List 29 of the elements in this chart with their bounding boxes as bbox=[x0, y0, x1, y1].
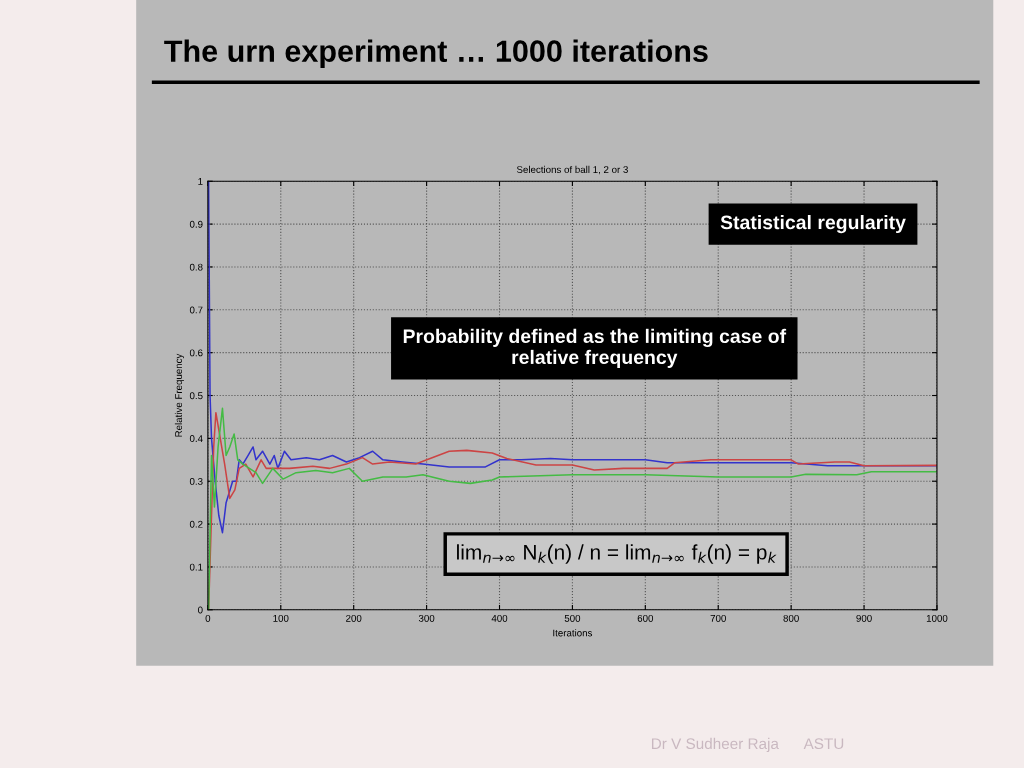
y-axis-title: Relative Frequency bbox=[174, 353, 184, 437]
y-tick-label: 0.7 bbox=[189, 306, 203, 314]
x-tick-label: 1000 bbox=[926, 614, 948, 622]
y-tick-label: 0.3 bbox=[189, 477, 203, 485]
y-tick-label: 0.1 bbox=[189, 563, 203, 571]
y-tick-label: 0.5 bbox=[189, 392, 203, 400]
x-axis-title: Iterations bbox=[553, 629, 593, 637]
x-tick-label: 0 bbox=[205, 614, 211, 622]
y-tick-label: 0.9 bbox=[189, 220, 203, 228]
x-tick-label: 200 bbox=[346, 614, 362, 622]
x-tick-label: 300 bbox=[418, 614, 435, 622]
x-tick-label: 400 bbox=[491, 614, 508, 622]
y-tick-label: 0.2 bbox=[189, 520, 203, 528]
chart-title: The urn experiment … 1000 iterations bbox=[164, 39, 708, 68]
x-tick-label: 900 bbox=[856, 614, 872, 622]
x-tick-label: 600 bbox=[637, 614, 654, 622]
y-tick-label: 0.8 bbox=[189, 263, 203, 271]
y-tick-label: 1 bbox=[198, 178, 203, 185]
x-tick-label: 800 bbox=[783, 614, 799, 622]
y-tick-label: 0.6 bbox=[189, 349, 203, 357]
annotation: Statistical regularity bbox=[720, 215, 906, 234]
annotation: Probability defined as the limiting case of relative frequency bbox=[403, 328, 787, 368]
chart-subtitle: Selections of ball 1, 2 or 3 bbox=[516, 165, 628, 175]
text: lim$_{n→∞}$ N$_{k}$(n) / n = lim$_{n→∞}$ f$_{k}$(n) = p$_{k}$ bbox=[457, 544, 777, 564]
y-tick-label: 0 bbox=[197, 606, 203, 614]
y-tick-label: 0.4 bbox=[189, 435, 203, 442]
x-tick-label: 500 bbox=[564, 614, 581, 622]
x-tick-label: 700 bbox=[710, 614, 726, 622]
x-tick-label: 100 bbox=[273, 614, 289, 622]
